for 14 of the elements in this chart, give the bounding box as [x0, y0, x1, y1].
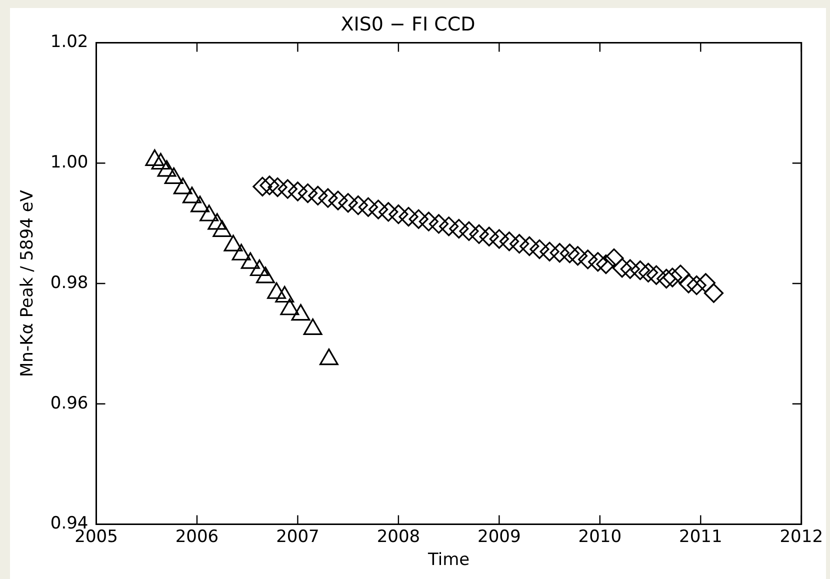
x-tick-label: 2012: [780, 526, 823, 547]
x-tick-label: 2006: [175, 526, 219, 547]
y-tick-label: 0.98: [50, 272, 88, 293]
x-tick-label: 2010: [578, 526, 622, 547]
y-tick-label: 1.00: [50, 152, 88, 173]
y-tick-label: 1.02: [50, 32, 88, 52]
x-tick-label: 2008: [376, 526, 420, 547]
x-tick-label: 2011: [679, 526, 722, 547]
y-tick-label: 0.96: [50, 393, 88, 414]
chart-title: XIS0 − FI CCD: [340, 13, 476, 36]
x-axis-title: Time: [427, 550, 470, 570]
x-tick-label: 2007: [276, 526, 320, 547]
y-axis-title: Mn-Kα Peak / 5894 eV: [18, 190, 38, 377]
x-tick-label: 2009: [478, 526, 521, 547]
